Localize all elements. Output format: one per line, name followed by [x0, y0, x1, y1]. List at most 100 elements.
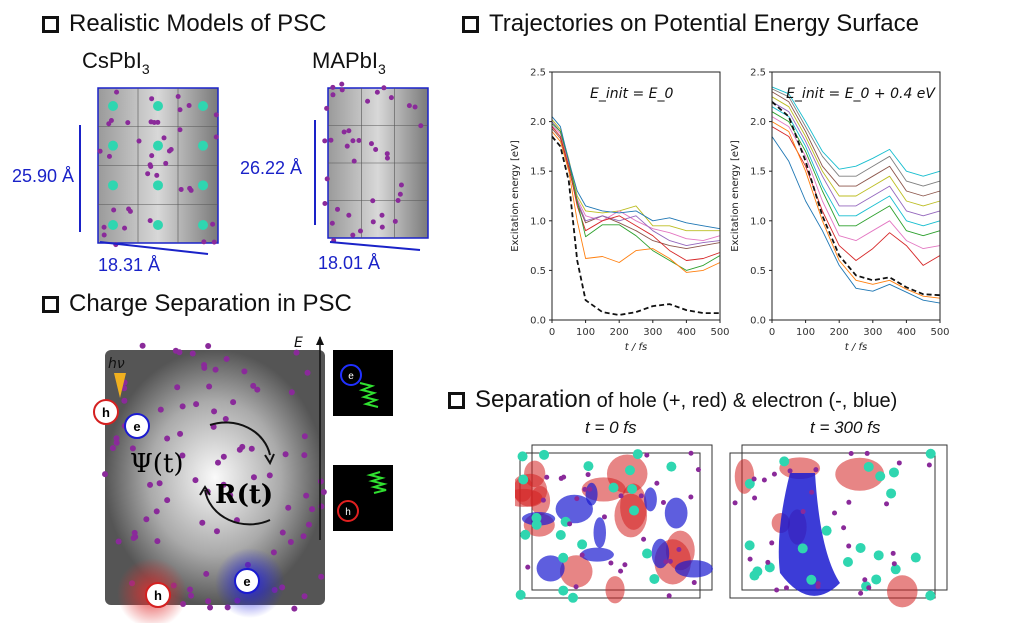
atom [649, 573, 660, 584]
iodine-atom [155, 119, 161, 125]
iodine-atom [884, 501, 890, 507]
atom [517, 451, 528, 462]
series-line-traj2 [771, 121, 941, 299]
width-arrow-ma [329, 241, 421, 251]
iodine-atom [832, 510, 838, 516]
cs-width-label: 18.31 Å [98, 255, 161, 275]
iodine-atom [392, 218, 398, 224]
iodine-atom [108, 117, 114, 123]
cesium-atom [153, 180, 163, 191]
iodine-atom [154, 172, 160, 178]
iodine-atom [153, 508, 160, 515]
iodine-atom [131, 529, 138, 536]
iodine-atom [330, 92, 336, 98]
iodine-atom [926, 462, 932, 468]
iodine-atom [254, 386, 261, 393]
iodine-atom [125, 120, 131, 126]
iodine-atom [164, 435, 171, 442]
x-tick-label: 400 [897, 327, 916, 338]
electron-density [555, 494, 593, 524]
iodine-atom [147, 218, 153, 224]
iodine-atom [175, 93, 181, 99]
iodine-atom [201, 239, 207, 245]
cesium-atom [153, 140, 163, 151]
iodine-atom [174, 384, 181, 391]
iodine-atom [374, 89, 380, 95]
iodine-atom [622, 562, 628, 568]
iodine-atom [344, 143, 350, 149]
y-axis-label: Excitation energy [eV] [730, 140, 741, 252]
iodine-atom [111, 207, 117, 213]
iodine-atom [846, 543, 852, 549]
iodine-atom [388, 95, 394, 101]
iodine-atom [301, 452, 308, 459]
iodine-atom [688, 450, 694, 456]
iodine-atom [301, 593, 308, 600]
iodine-atom [305, 521, 312, 528]
y-tick-label: 0.5 [530, 266, 546, 277]
separation-title-big: Separation [475, 386, 592, 413]
iodine-atom [189, 350, 196, 357]
x-tick-label: 500 [930, 327, 949, 338]
x-tick-label: 100 [796, 327, 815, 338]
iodine-atom [638, 493, 644, 499]
electron-level-box: e [333, 350, 393, 416]
snapshot-t300 [729, 444, 948, 608]
electron-density [536, 555, 565, 582]
iodine-atom [161, 135, 167, 141]
iodine-atom [587, 486, 593, 492]
iodine-atom [178, 186, 184, 192]
iodine-atom [241, 368, 248, 375]
iodine-atom [176, 349, 183, 356]
cesium-atom [108, 101, 118, 111]
atom [764, 562, 775, 573]
iodine-atom [239, 443, 246, 450]
iodine-atom [114, 89, 120, 95]
x-tick-label: 500 [710, 327, 729, 338]
series-line-traj3 [771, 126, 941, 266]
hole-density [524, 460, 546, 488]
iodine-atom [177, 430, 184, 437]
x-axis-label: t / fs [845, 342, 867, 353]
iodine-atom [220, 453, 227, 460]
iodine-atom [582, 486, 588, 492]
iodine-atom [412, 104, 418, 110]
iodine-atom [193, 401, 200, 408]
iodine-atom [154, 538, 161, 545]
iodine-atom [608, 560, 614, 566]
ma-label-text: MAPbI [312, 48, 379, 73]
cesium-atom [153, 101, 163, 111]
iodine-atom [663, 559, 669, 565]
series-line-traj6 [551, 125, 721, 242]
hole-density [614, 493, 648, 538]
iodine-atom [149, 96, 155, 102]
ma-label-sub: 3 [378, 61, 386, 77]
atom [821, 525, 832, 536]
iodine-atom [395, 197, 401, 203]
iodine-atom [211, 239, 217, 245]
iodine-atom [384, 155, 390, 161]
y-tick-label: 1.5 [750, 167, 766, 178]
chart-annotation: E_init = E_0 [590, 86, 673, 102]
iodine-atom [205, 342, 212, 349]
iodine-atom [365, 98, 371, 104]
cs-label-sub: 3 [141, 61, 150, 77]
hole-text: h [154, 588, 162, 603]
iodine-atom [213, 134, 219, 140]
checkbox-square-icon [462, 15, 479, 33]
cspbi3-crystal [97, 87, 219, 248]
iodine-atom [751, 476, 757, 482]
atom [875, 471, 886, 482]
iodine-atom [618, 568, 624, 574]
iodine-atom [227, 492, 234, 499]
iodine-atom [406, 103, 412, 109]
iodine-atom [341, 129, 347, 135]
y-tick-label: 2.0 [750, 117, 766, 128]
iodine-atom [783, 585, 789, 591]
iodine-atom [356, 137, 362, 143]
atom [779, 456, 790, 467]
series-line-traj7 [551, 119, 720, 232]
iodine-atom [210, 221, 216, 227]
hole-text: h [345, 507, 351, 518]
iodine-atom [357, 228, 363, 234]
